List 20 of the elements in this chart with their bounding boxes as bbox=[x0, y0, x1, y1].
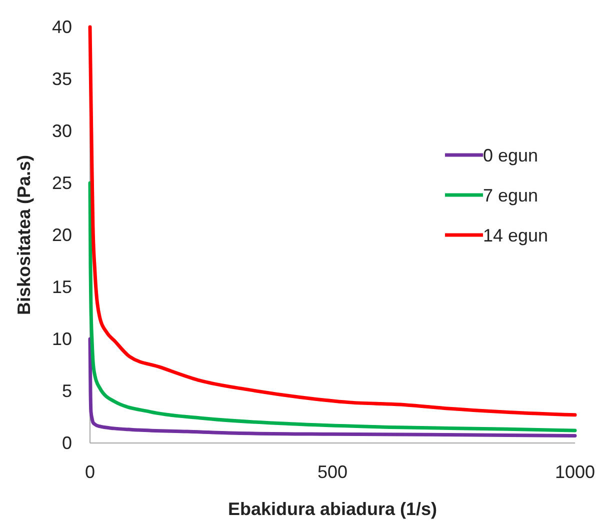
y-tick-label: 0 bbox=[62, 432, 72, 453]
legend-label: 7 egun bbox=[483, 185, 538, 206]
x-axis-title: Ebakidura abiadura (1/s) bbox=[228, 499, 438, 519]
y-tick-label: 35 bbox=[52, 68, 72, 89]
line-series bbox=[88, 181, 577, 432]
y-tick-label: 20 bbox=[52, 224, 72, 245]
y-tick-label: 5 bbox=[62, 380, 72, 401]
line-series bbox=[88, 337, 577, 438]
y-axis-title: Biskositatea (Pa.s) bbox=[14, 154, 34, 316]
x-tick-label: 500 bbox=[317, 462, 348, 482]
y-tick-label: 40 bbox=[52, 16, 72, 37]
y-tick-label: 25 bbox=[52, 172, 72, 193]
line-series bbox=[88, 25, 577, 417]
x-tick-label: 0 bbox=[84, 462, 96, 482]
y-tick-label: 10 bbox=[52, 328, 72, 349]
y-tick-label: 15 bbox=[52, 276, 72, 297]
x-tick-label: 1000 bbox=[554, 462, 596, 482]
y-tick-label: 30 bbox=[52, 120, 72, 141]
legend-label: 14 egun bbox=[483, 225, 548, 246]
legend-label: 0 egun bbox=[483, 145, 538, 166]
